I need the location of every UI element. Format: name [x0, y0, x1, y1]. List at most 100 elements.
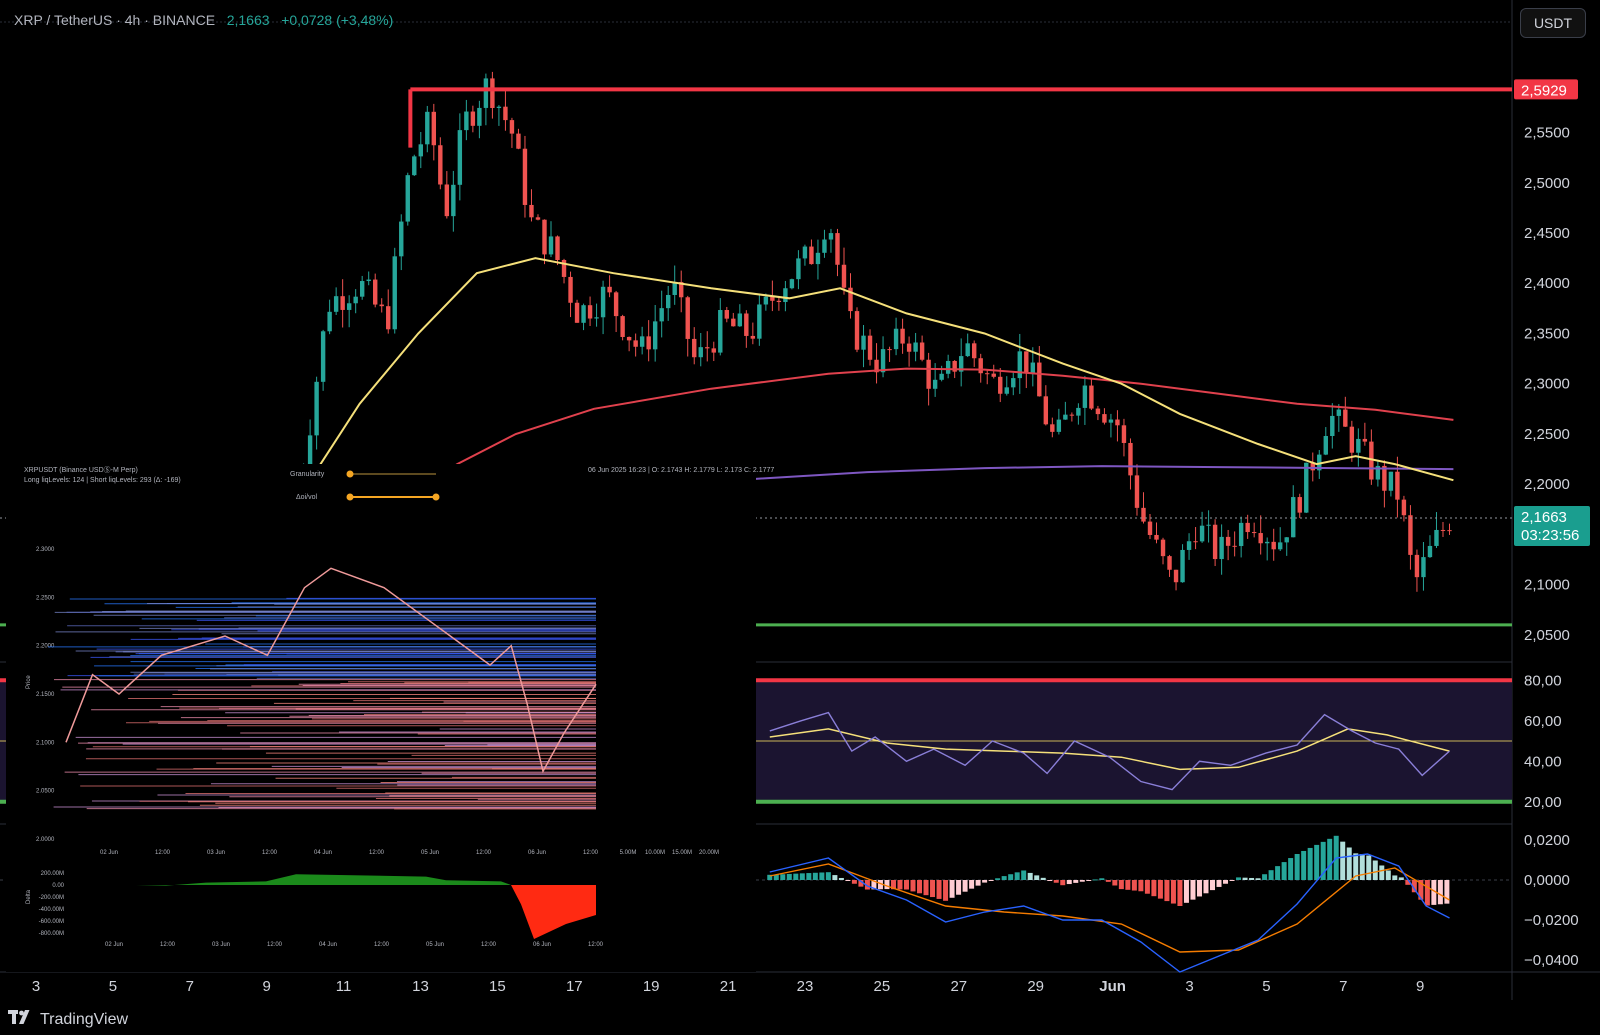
candle-body: [1291, 497, 1296, 538]
inset-title: XRPUSDT (Binance USDⓈ-M Perp): [24, 466, 138, 474]
candle-body: [685, 297, 690, 339]
candle-body: [1310, 462, 1315, 471]
macd-histogram-bar: [1157, 880, 1163, 899]
ma-long-line: [750, 465, 1454, 481]
inset-price-tick: 2.0500: [36, 789, 55, 795]
macd-histogram-bar: [884, 880, 890, 890]
delta-time-tick: 12:00: [588, 942, 604, 948]
change-header: +0,0728 (+3,48%): [281, 12, 394, 28]
tradingview-brand[interactable]: TradingView: [8, 1010, 128, 1029]
candle-body: [470, 111, 476, 126]
candle-body: [613, 292, 619, 317]
candle-body: [307, 435, 313, 472]
macd-histogram-bar: [1223, 880, 1229, 884]
candle-body: [555, 236, 560, 261]
macd-histogram-bar: [780, 874, 786, 880]
candle-body: [978, 358, 983, 374]
price-tick-label: 2,5000: [1524, 175, 1570, 192]
symbol-name[interactable]: XRP / TetherUS: [14, 12, 113, 28]
macd-histogram-bar: [903, 880, 909, 890]
macd-histogram-bar: [1320, 841, 1326, 880]
price-tick-label: 2,0500: [1524, 627, 1570, 644]
candle-body: [1076, 407, 1081, 416]
macd-histogram-bar: [910, 880, 916, 892]
rsi-tick-label: 60,00: [1524, 713, 1562, 730]
candle-body: [438, 145, 443, 185]
candle-body: [490, 78, 495, 108]
currency-button[interactable]: USDT: [1520, 8, 1586, 38]
candle-body: [1427, 545, 1433, 558]
candle-body: [646, 336, 651, 350]
candle-body: [1186, 541, 1192, 550]
delta-time-tick: 05 Jun: [426, 942, 444, 948]
doi-vol-slider-handle: [346, 493, 354, 501]
candle-body: [991, 373, 996, 377]
price-tick-label: 2,3500: [1524, 325, 1570, 342]
macd-line: [769, 853, 1450, 973]
candle-body: [1043, 396, 1049, 425]
macd-histogram-bar: [1118, 880, 1124, 890]
macd-histogram-bar: [1060, 880, 1066, 886]
macd-histogram-bar: [1034, 875, 1040, 880]
last-price-header: 2,1663: [226, 12, 270, 28]
candle-body: [425, 111, 430, 145]
delta-time-tick: 12:00: [481, 942, 497, 948]
macd-histogram-bar: [982, 880, 988, 883]
candle-body: [692, 338, 697, 358]
price-tick-label: 2,1000: [1524, 577, 1570, 594]
rsi-tick-label: 40,00: [1524, 753, 1562, 770]
macd-histogram-bar: [1288, 858, 1294, 880]
interval-label[interactable]: 4h: [124, 12, 141, 28]
inset-time-tick: 12:00: [369, 850, 385, 856]
candle-body: [867, 335, 873, 360]
time-axis-label: 19: [643, 978, 660, 995]
candle-body: [1167, 556, 1172, 570]
candle-body: [333, 296, 339, 312]
time-axis-label: 21: [720, 978, 737, 995]
macd-histogram-bar: [943, 880, 949, 901]
delta-time-tick: 03 Jun: [212, 942, 230, 948]
symbol-header: XRP / TetherUS · 4h · BINANCE 2,1663 +0,…: [14, 12, 394, 28]
candle-body: [1317, 454, 1322, 471]
delta-tick-label: 200.00M: [41, 871, 64, 877]
candle-body: [587, 305, 593, 319]
macd-histogram-bar: [969, 880, 975, 889]
candle-body: [1089, 385, 1094, 409]
macd-histogram-bar: [995, 878, 1001, 880]
macd-histogram-bar: [1008, 874, 1014, 880]
macd-histogram-bar: [1170, 880, 1176, 904]
candle-body: [1212, 524, 1218, 560]
candle-body: [1024, 351, 1029, 373]
candle-body: [1284, 537, 1289, 543]
candle-body: [809, 246, 814, 265]
macd-histogram-bar: [988, 880, 994, 881]
candle-body: [874, 359, 879, 373]
macd-histogram-bar: [864, 880, 870, 890]
candle-body: [1160, 539, 1166, 557]
macd-signal-line: [769, 863, 1450, 953]
macd-histogram-bar: [1275, 866, 1281, 880]
candle-body: [366, 279, 371, 282]
last-price-tag: [1514, 506, 1590, 547]
macd-histogram-bar: [832, 875, 838, 880]
price-tick-label: 2,4500: [1524, 225, 1570, 242]
candle-body: [451, 184, 456, 217]
time-axis-label: 9: [263, 978, 271, 995]
candle-body: [561, 260, 567, 277]
macd-histogram-bar: [1151, 880, 1157, 897]
inset-time-tick: 06 Jun: [528, 850, 546, 856]
macd-histogram-bar: [812, 872, 818, 880]
candle-body: [399, 221, 404, 257]
macd-histogram-bar: [1112, 880, 1118, 886]
macd-histogram-bar: [1392, 875, 1398, 880]
candle-body: [776, 300, 782, 303]
candle-body: [535, 217, 541, 220]
ma-slow-line: [409, 367, 1454, 496]
macd-histogram-bar: [1125, 880, 1131, 890]
candle-body: [1206, 524, 1211, 526]
price-tick-label: 2,5500: [1524, 125, 1570, 142]
macd-histogram-bar: [1379, 865, 1385, 880]
granularity-label: Granularity: [290, 471, 325, 478]
